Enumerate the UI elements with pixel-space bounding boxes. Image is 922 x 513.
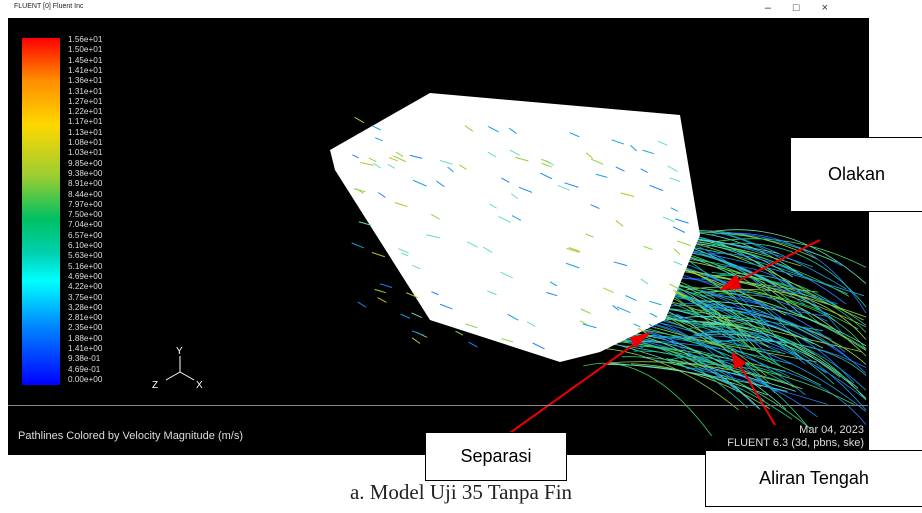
surface-streak [456,331,464,335]
surface-streak [372,252,385,256]
surface-streak [380,284,392,288]
axis-triad [166,356,194,380]
panel-description: Pathlines Colored by Velocity Magnitude … [18,430,243,442]
surface-streak [355,117,364,122]
axis-label: X [196,380,203,391]
axis-label: Y [176,346,183,357]
surface-streak [378,298,387,303]
surface-streak [469,342,478,347]
caption: a. Model Uji 35 Tanpa Fin [0,480,922,505]
axis-label: Z [152,380,158,391]
surface-streak [358,302,366,307]
surface-streak [352,243,364,248]
surface-streak [412,338,420,344]
model-body [330,93,700,362]
surface-streak [375,289,386,292]
surface-streak [401,314,410,318]
panel-date: Mar 04, 2023 [799,424,864,436]
callout: Olakan [790,137,922,212]
surface-streak [412,313,422,318]
surface-streak [412,331,424,335]
page: {"window": {"title": "FLUENT [0] Fluent … [0,0,922,513]
panel-version: FLUENT 6.3 (3d, pbns, ske) [727,437,864,449]
callout: Separasi [425,432,567,481]
